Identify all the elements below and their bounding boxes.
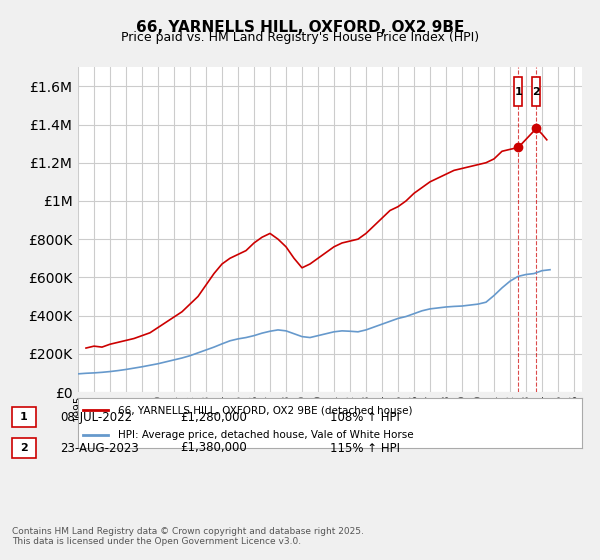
Text: HPI: Average price, detached house, Vale of White Horse: HPI: Average price, detached house, Vale… [118,431,414,440]
Text: Contains HM Land Registry data © Crown copyright and database right 2025.
This d: Contains HM Land Registry data © Crown c… [12,526,364,546]
Text: £1,380,000: £1,380,000 [180,441,247,455]
Text: 2: 2 [20,443,28,453]
Text: 108% ↑ HPI: 108% ↑ HPI [330,410,400,424]
Text: 66, YARNELLS HILL, OXFORD, OX2 9BE (detached house): 66, YARNELLS HILL, OXFORD, OX2 9BE (deta… [118,405,413,415]
FancyBboxPatch shape [532,77,541,106]
Text: 08-JUL-2022: 08-JUL-2022 [60,410,132,424]
Text: 23-AUG-2023: 23-AUG-2023 [60,441,139,455]
Text: 66, YARNELLS HILL, OXFORD, OX2 9BE: 66, YARNELLS HILL, OXFORD, OX2 9BE [136,20,464,35]
Text: £1,280,000: £1,280,000 [180,410,247,424]
Text: Price paid vs. HM Land Registry's House Price Index (HPI): Price paid vs. HM Land Registry's House … [121,31,479,44]
Text: 2: 2 [533,87,540,96]
FancyBboxPatch shape [514,77,523,106]
Text: 115% ↑ HPI: 115% ↑ HPI [330,441,400,455]
Text: 1: 1 [20,412,28,422]
Text: 1: 1 [514,87,522,96]
